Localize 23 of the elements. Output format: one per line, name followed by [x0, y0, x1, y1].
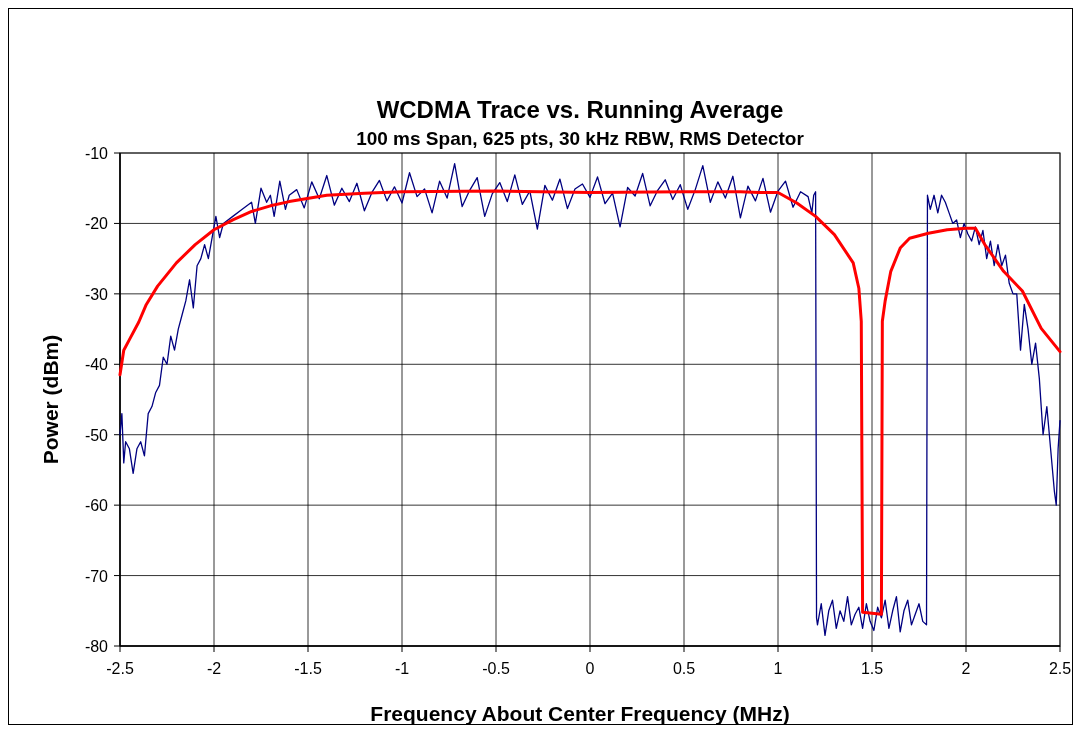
x-tick-label: -1.5: [294, 660, 322, 677]
y-tick-label: -30: [84, 285, 109, 303]
x-tick-label: -1: [394, 660, 410, 677]
x-tick-label: 2.5: [1048, 660, 1072, 677]
x-tick-label: 0: [585, 660, 595, 677]
y-tick-label: -10: [84, 145, 109, 162]
y-tick-label: -20: [84, 215, 109, 233]
x-tick-label: 1: [773, 660, 783, 677]
x-axis-title: Frequency About Center Frequency (MHz): [370, 702, 790, 725]
y-tick-label: -40: [84, 356, 109, 374]
y-tick-label: -80: [84, 638, 109, 655]
x-tick-label: 1.5: [860, 660, 884, 677]
x-tick-label: -2: [206, 660, 222, 677]
y-axis-title: Power (dBm): [39, 334, 62, 465]
y-tick-label: -60: [84, 497, 109, 515]
chart-subtitle: 100 ms Span, 625 pts, 30 kHz RBW, RMS Detector: [356, 128, 805, 149]
x-tick-label: 0.5: [672, 660, 696, 677]
y-tick-label: -50: [84, 426, 109, 444]
x-tick-label: -2.5: [106, 660, 134, 677]
x-tick-label: 2: [961, 660, 971, 677]
y-tick-label: -70: [84, 567, 109, 585]
chart-title: WCDMA Trace vs. Running Average: [376, 96, 784, 123]
x-tick-label: -0.5: [482, 660, 510, 677]
